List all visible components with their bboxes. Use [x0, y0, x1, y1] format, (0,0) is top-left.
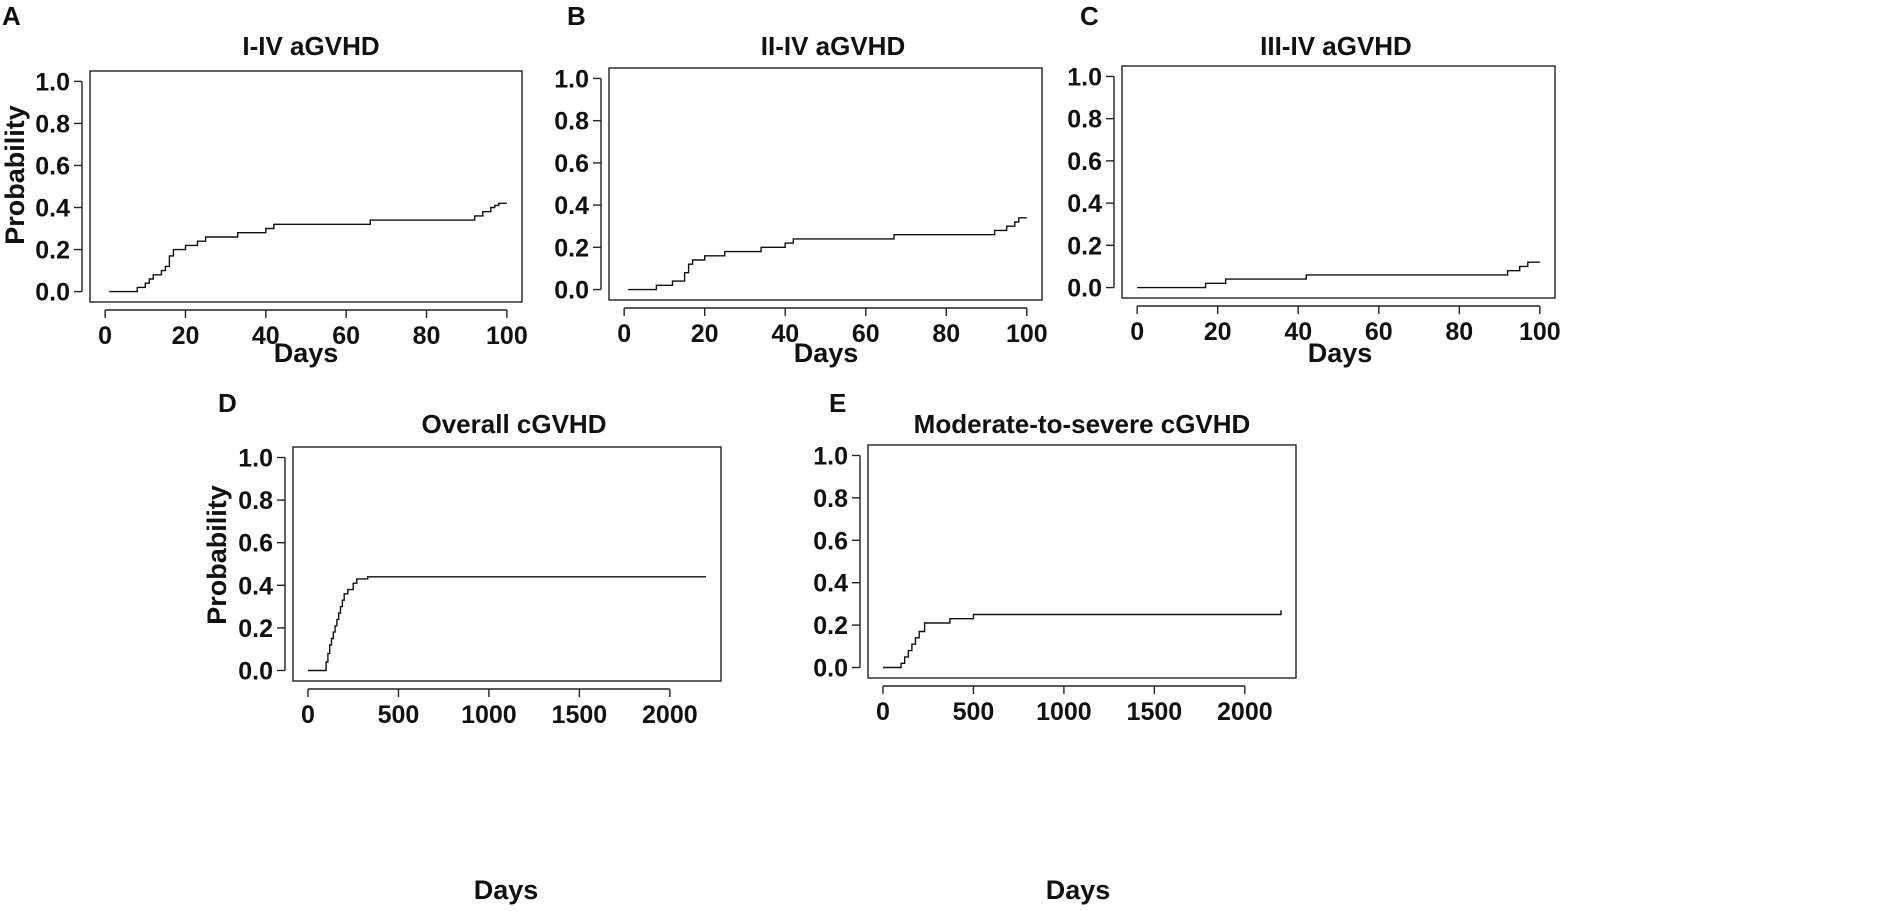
panel-e: E Moderate-to-severe cGVHD 0.00.20.40.60… [813, 388, 1297, 905]
chart-title: I-IV aGVHD [242, 31, 379, 61]
x-tick-label: 80 [932, 320, 960, 348]
series-line [1137, 261, 1540, 289]
y-tick-label: 0.6 [238, 530, 273, 558]
panel-letter: A [2, 1, 21, 31]
y-tick-label: 0.0 [238, 657, 273, 685]
y-tick-label: 0.0 [554, 277, 589, 305]
x-tick-label: 20 [691, 320, 719, 348]
chart-title: Overall cGVHD [422, 409, 607, 439]
plot-area: 0.0 0.2 0.4 0.6 0.8 1.0 0 500 1000 1500 2000 [813, 442, 1297, 726]
plot-area: 0.0 0.2 0.4 0.6 0.8 1.0 0 20 40 60 80 100 [554, 65, 1047, 348]
y-tick-label: 0.0 [1067, 275, 1102, 303]
x-tick-label: 0 [1130, 318, 1144, 346]
y-tick-label: 0.6 [1067, 148, 1102, 176]
y-tick-label: 0.2 [35, 237, 70, 265]
plot-frame [867, 444, 1297, 679]
y-tick-label: 1.0 [554, 65, 589, 93]
chart-title: III-IV aGVHD [1260, 31, 1412, 61]
x-axis-label: Days [474, 875, 539, 905]
y-tick-label: 1.0 [1067, 63, 1102, 91]
y-tick-label: 0.8 [238, 487, 273, 515]
x-tick-label: 80 [1445, 318, 1473, 346]
panel-letter: B [567, 1, 586, 31]
x-tick-label: 40 [771, 320, 799, 348]
plot-frame [608, 67, 1043, 301]
panel-b: B II-IV aGVHD 0.0 0.2 0.4 0.6 0.8 1.0 0 20 40 60 8… [554, 1, 1047, 368]
y-tick-label: 0.4 [1067, 190, 1102, 218]
y-tick-label: 0.6 [554, 150, 589, 178]
y-tick-label: 0.8 [35, 110, 70, 138]
x-axis-label: Days [794, 338, 859, 368]
x-tick-label: 0 [98, 322, 112, 350]
x-tick-label: 0 [617, 320, 631, 348]
series-line [308, 576, 706, 672]
x-axis-label: Days [1046, 875, 1111, 905]
x-axis-label: Days [274, 338, 339, 368]
x-tick-label: 100 [486, 322, 528, 350]
y-axis-label: Probability [0, 105, 30, 245]
x-tick-label: 1500 [1127, 698, 1183, 726]
y-tick-label: 0.8 [554, 108, 589, 136]
x-tick-label: 1500 [552, 701, 608, 729]
x-tick-label: 1000 [461, 701, 517, 729]
x-tick-label: 20 [172, 322, 200, 350]
x-tick-label: 500 [378, 701, 420, 729]
plot-area: 0.0 0.2 0.4 0.6 0.8 1.0 0 20 40 60 80 100 [1067, 63, 1560, 346]
x-tick-label: 100 [1006, 320, 1048, 348]
series-line [628, 217, 1027, 291]
series-line [109, 202, 507, 293]
x-tick-label: 0 [876, 698, 890, 726]
y-tick-label: 0.2 [238, 615, 273, 643]
y-tick-label: 0.4 [35, 195, 70, 223]
y-tick-label: 0.8 [813, 485, 848, 513]
chart-title: II-IV aGVHD [761, 31, 905, 61]
x-tick-label: 500 [953, 698, 995, 726]
x-tick-label: 40 [1284, 318, 1312, 346]
panel-letter: E [829, 388, 846, 418]
plot-frame [292, 446, 722, 682]
y-tick-label: 0.2 [554, 234, 589, 262]
panel-a: A I-IV aGVHD 0.0 0.2 0.4 0.6 0.8 1.0 0 20 40 60 80… [0, 1, 528, 368]
y-tick-label: 0.6 [813, 527, 848, 555]
y-tick-label: 0.4 [554, 192, 589, 220]
panel-letter: C [1080, 1, 1099, 31]
y-tick-label: 0.0 [35, 279, 70, 307]
plot-frame [1121, 65, 1556, 299]
panel-letter: D [218, 388, 237, 418]
x-tick-label: 0 [301, 701, 315, 729]
y-tick-label: 1.0 [813, 442, 848, 470]
y-tick-label: 0.6 [35, 152, 70, 180]
plot-frame [89, 70, 523, 303]
x-tick-label: 60 [1365, 318, 1393, 346]
x-tick-label: 40 [252, 322, 280, 350]
chart-title: Moderate-to-severe cGVHD [914, 409, 1251, 439]
x-tick-label: 60 [332, 322, 360, 350]
y-tick-label: 0.0 [813, 655, 848, 683]
y-tick-label: 0.4 [238, 572, 273, 600]
panel-c: C III-IV aGVHD 0.0 0.2 0.4 0.6 0.8 1.0 0 20 40 60… [1067, 1, 1560, 368]
y-tick-label: 0.2 [1067, 232, 1102, 260]
x-tick-label: 100 [1519, 318, 1561, 346]
y-tick-label: 0.2 [813, 612, 848, 640]
plot-area: 0.0 0.2 0.4 0.6 0.8 1.0 0 500 1000 1500 2000 [238, 445, 722, 729]
series-line [883, 610, 1282, 669]
x-tick-label: 80 [413, 322, 441, 350]
y-tick-label: 0.8 [1067, 106, 1102, 134]
x-axis-label: Days [1308, 338, 1373, 368]
x-tick-label: 2000 [642, 701, 698, 729]
x-tick-label: 20 [1204, 318, 1232, 346]
plot-area: 0.0 0.2 0.4 0.6 0.8 1.0 0 20 40 60 80 100 [35, 68, 528, 350]
y-tick-label: 0.4 [813, 570, 848, 598]
x-tick-label: 1000 [1036, 698, 1092, 726]
y-tick-label: 1.0 [238, 445, 273, 473]
x-tick-label: 60 [852, 320, 880, 348]
y-axis-label: Probability [202, 485, 232, 625]
panel-d: D Overall cGVHD 0.0 0.2 0.4 0.6 0.8 1.0 0 500 10… [202, 388, 722, 905]
x-tick-label: 2000 [1217, 698, 1273, 726]
y-tick-label: 1.0 [35, 68, 70, 96]
